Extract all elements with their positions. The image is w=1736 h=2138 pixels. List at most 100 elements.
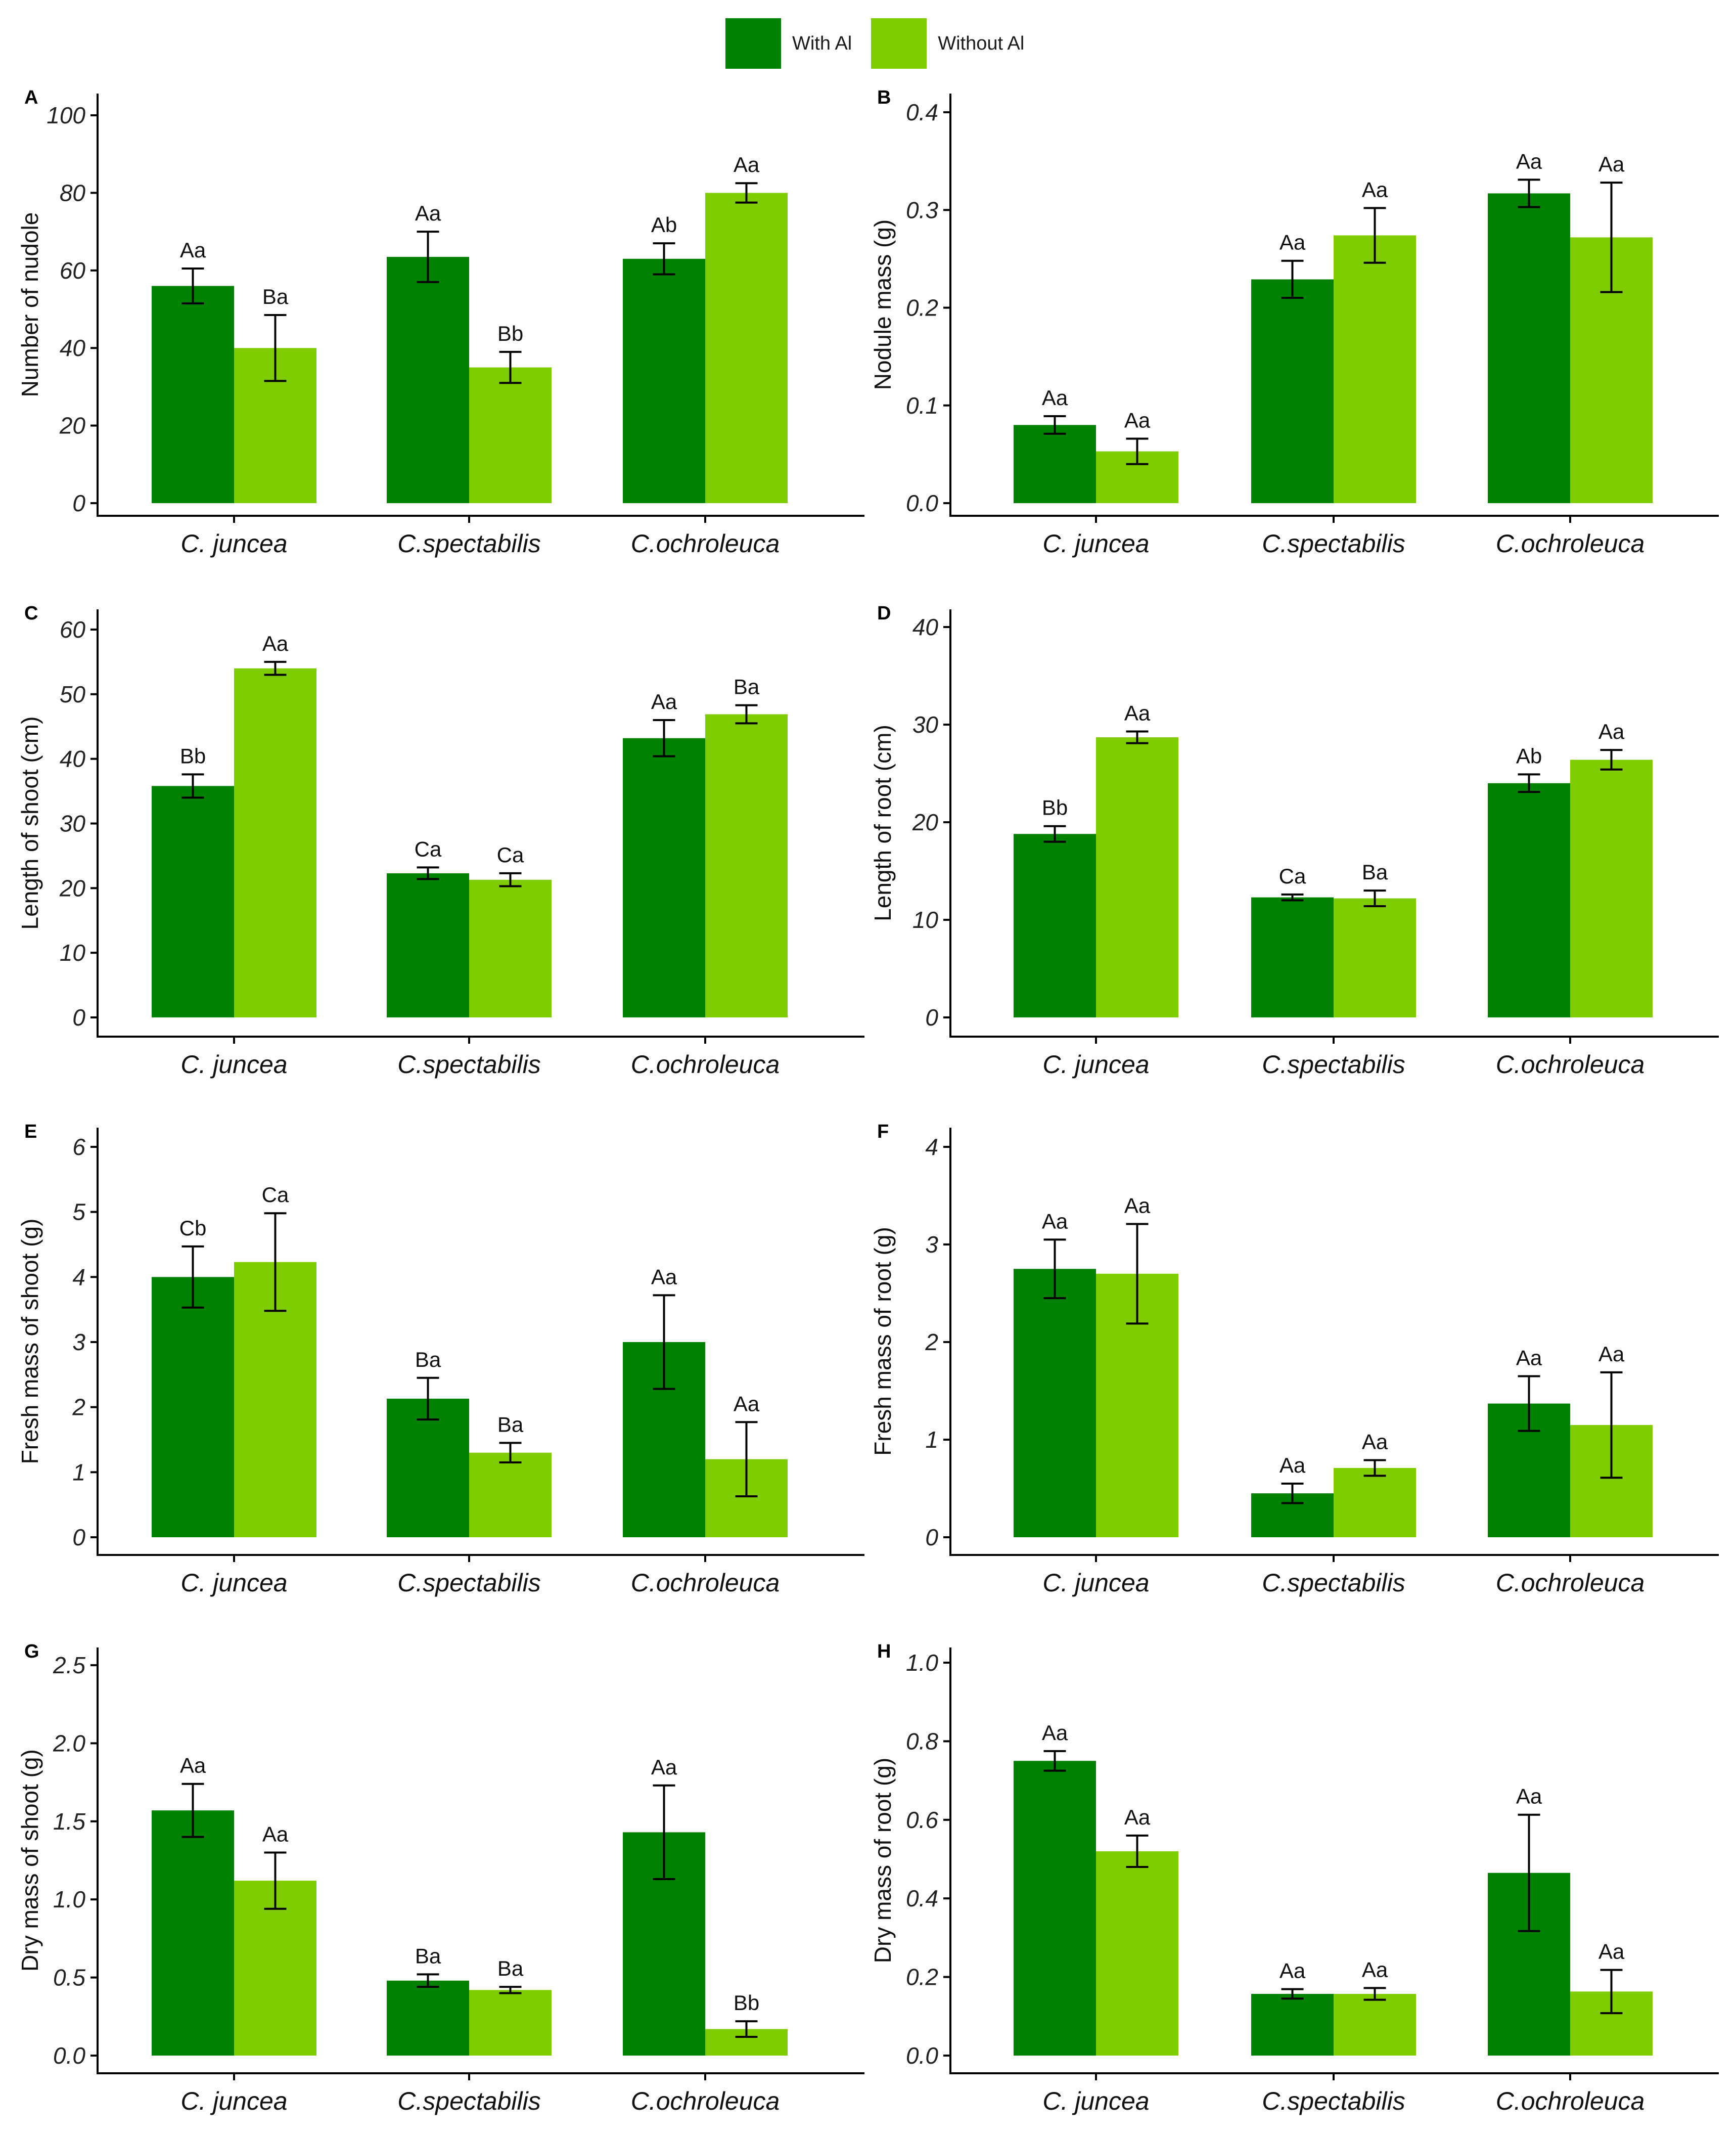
significance-label: Aa — [1598, 152, 1625, 176]
bar-with-al — [387, 873, 469, 1017]
panel-letter: B — [877, 87, 891, 108]
bar-without-al — [705, 193, 788, 503]
significance-label: Ba — [497, 1956, 524, 1980]
x-tick-label: C.spectabilis — [397, 1050, 540, 1079]
bar-with-al — [152, 286, 234, 503]
bar-with-al — [387, 1980, 469, 2056]
y-tick-label: 2 — [72, 1394, 85, 1420]
y-tick-label: 40 — [912, 614, 939, 640]
legend-swatch-without-al — [871, 18, 927, 69]
panel-letter: C — [24, 603, 38, 624]
legend-label-with-al: With Al — [792, 32, 852, 54]
y-tick-label: 0.0 — [906, 2042, 938, 2069]
significance-label: Aa — [1362, 177, 1388, 201]
bar-with-al — [1251, 279, 1334, 503]
y-tick-label: 1.0 — [53, 1886, 85, 1912]
legend: With Al Without Al — [0, 15, 1736, 69]
y-tick-label: 20 — [59, 413, 86, 439]
x-tick-label: C. juncea — [180, 529, 287, 558]
bar-with-al — [623, 258, 705, 503]
x-tick-label: C. juncea — [1042, 1050, 1149, 1079]
y-tick-label: 0 — [925, 1524, 938, 1550]
bar-without-al — [1334, 898, 1416, 1017]
y-tick-label: 0 — [72, 1524, 85, 1550]
panel-e: E 0 1 2 3 4 5 6 Fresh mass of shoot (g) Cb Ca C. ju… — [17, 1121, 864, 1597]
y-tick-label: 10 — [912, 907, 939, 933]
significance-label: Aa — [1516, 149, 1542, 173]
significance-label: Aa — [651, 1265, 677, 1288]
y-tick-label: 5 — [72, 1199, 85, 1225]
bar-with-al — [1014, 834, 1096, 1017]
significance-label: Aa — [1362, 1957, 1388, 1981]
y-tick-label: 80 — [60, 180, 86, 206]
x-tick-label: C.spectabilis — [397, 2087, 540, 2115]
significance-label: Bb — [734, 1991, 759, 2015]
significance-label: Aa — [651, 690, 677, 714]
panel-h: H 0.0 0.2 0.4 0.6 0.8 1.0 Dry mass of root (g) A… — [870, 1641, 1719, 2115]
significance-label: Ab — [651, 213, 677, 237]
x-tick-label: C. juncea — [1042, 1569, 1149, 1597]
y-tick-label: 1.0 — [906, 1650, 938, 1676]
significance-label: Aa — [1042, 1721, 1068, 1745]
panel-g: G 0.0 0.5 1.0 1.5 2.0 2.5 Dry mass of shoot (g)… — [17, 1641, 864, 2115]
y-axis-title: Length of shoot (cm) — [17, 717, 43, 930]
legend-items: With Al Without Al — [725, 18, 1043, 69]
x-tick-label: C. juncea — [1042, 529, 1149, 558]
y-tick-label: 0.4 — [906, 99, 938, 125]
x-tick-label: C.ochroleuca — [1496, 529, 1645, 558]
y-tick-label: 2 — [925, 1329, 938, 1355]
x-tick-label: C.ochroleuca — [1496, 2087, 1645, 2115]
y-tick-label: 0.6 — [906, 1807, 938, 1833]
significance-label: Aa — [1516, 1785, 1542, 1808]
y-tick-label: 0.2 — [906, 295, 938, 321]
significance-label: Aa — [180, 1754, 206, 1777]
significance-label: Ba — [497, 1412, 524, 1436]
y-tick-label: 3 — [925, 1231, 938, 1258]
bar-without-al — [1334, 1994, 1416, 2056]
significance-label: Aa — [1124, 1805, 1151, 1829]
significance-label: Aa — [1280, 1959, 1306, 1983]
x-tick-label: C.ochroleuca — [1496, 1050, 1645, 1079]
y-tick-label: 30 — [60, 811, 86, 837]
x-tick-label: C.ochroleuca — [1496, 1569, 1645, 1597]
panel-letter: H — [877, 1641, 891, 1662]
significance-label: Aa — [180, 238, 206, 262]
significance-label: Aa — [1280, 231, 1306, 254]
bar-without-al — [469, 879, 552, 1017]
y-tick-label: 100 — [47, 102, 85, 128]
bar-without-al — [1096, 1851, 1178, 2056]
x-tick-label: C.ochroleuca — [631, 1569, 780, 1597]
y-tick-label: 0 — [72, 1004, 85, 1031]
y-tick-label: 30 — [912, 711, 939, 738]
significance-label: Bb — [1042, 796, 1068, 820]
significance-label: Aa — [1124, 408, 1151, 432]
panel-letter: G — [24, 1641, 39, 1662]
y-tick-label: 6 — [72, 1134, 85, 1160]
x-tick-label: C. juncea — [180, 1050, 287, 1079]
y-tick-label: 60 — [60, 257, 86, 284]
significance-label: Aa — [1042, 1209, 1068, 1233]
bar-without-al — [1570, 760, 1653, 1017]
y-tick-label: 0.3 — [906, 197, 938, 223]
x-tick-label: C.ochroleuca — [631, 2087, 780, 2115]
significance-label: Bb — [180, 744, 206, 768]
bar-with-al — [387, 1398, 469, 1537]
significance-label: Aa — [262, 1822, 289, 1846]
panel-letter: A — [24, 87, 38, 108]
bar-without-al — [705, 714, 788, 1017]
significance-label: Aa — [1516, 1346, 1542, 1370]
bar-without-al — [234, 1881, 316, 2056]
x-tick-label: C.ochroleuca — [631, 1050, 780, 1079]
panel-d: D 0 10 20 30 40 Length of root (cm) Bb Aa C. junc… — [870, 603, 1719, 1079]
y-tick-label: 40 — [60, 746, 86, 772]
y-tick-label: 10 — [60, 940, 86, 966]
y-tick-label: 0.5 — [53, 1965, 85, 1991]
y-tick-label: 3 — [72, 1329, 85, 1355]
legend-item-with-al: With Al — [725, 18, 857, 69]
significance-label: Ba — [734, 675, 760, 699]
significance-label: Ca — [262, 1183, 289, 1207]
y-tick-label: 4 — [925, 1134, 938, 1160]
x-tick-label: C. juncea — [1042, 2087, 1149, 2115]
significance-label: Aa — [1598, 1940, 1625, 1964]
